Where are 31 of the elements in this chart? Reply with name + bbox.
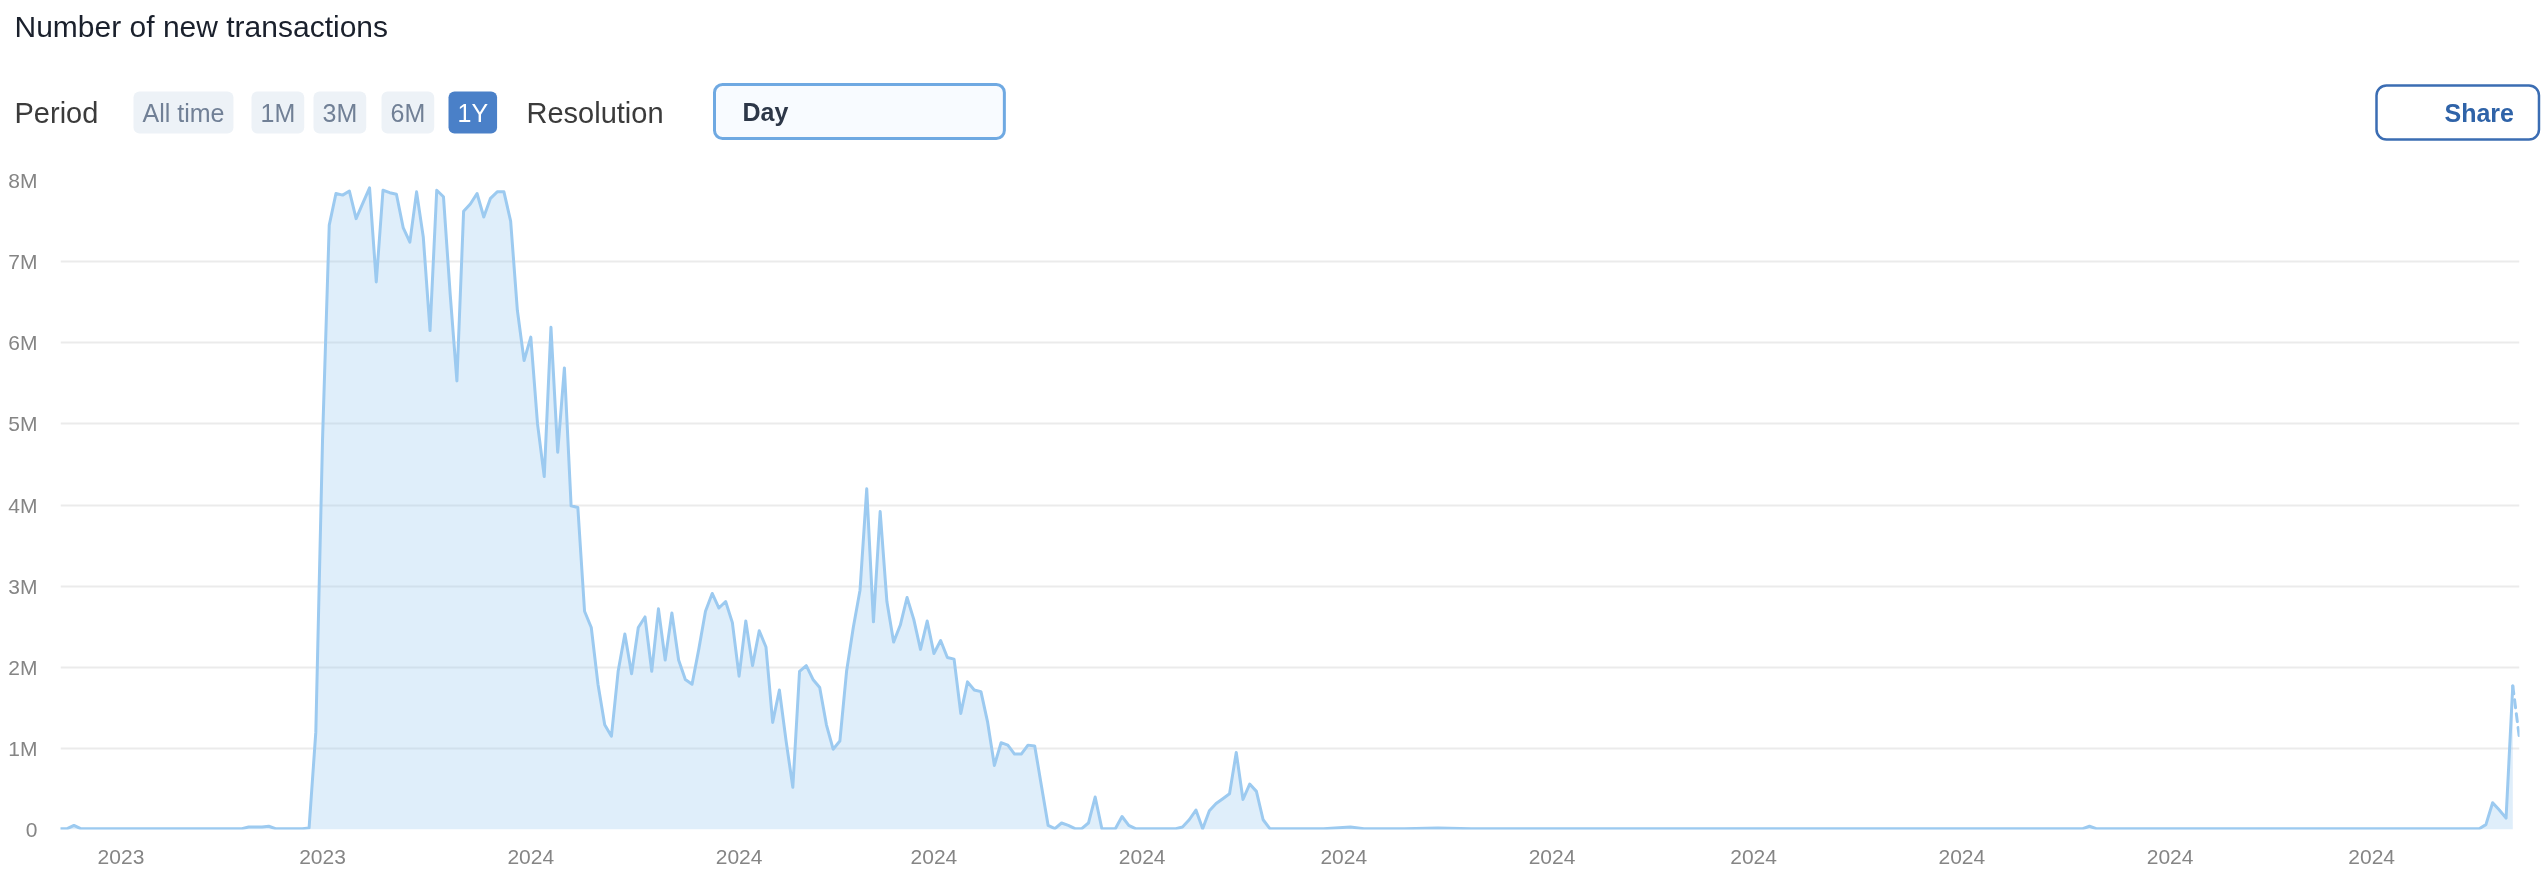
x-tick-label: 2023 bbox=[97, 844, 145, 868]
y-tick-label: 2M bbox=[8, 655, 38, 679]
text: 1Y bbox=[457, 98, 489, 127]
x-tick-label: 2024 bbox=[1118, 844, 1166, 868]
x-tick-label: 2024 bbox=[1320, 844, 1368, 868]
x-tick-label: 2024 bbox=[2348, 844, 2396, 868]
x-tick-label: 2024 bbox=[910, 844, 958, 868]
y-tick-label: 7M bbox=[8, 250, 38, 274]
y-tick-label: 6M bbox=[8, 331, 38, 355]
text: 3M bbox=[322, 98, 358, 127]
text: Share bbox=[2444, 98, 2515, 127]
x-tick-label: 2024 bbox=[507, 844, 555, 868]
text: Day bbox=[742, 97, 789, 126]
text: Period bbox=[14, 96, 99, 129]
text: 6M bbox=[390, 98, 426, 127]
y-tick-label: 5M bbox=[8, 412, 38, 436]
x-tick-label: 2024 bbox=[1938, 844, 1986, 868]
x-tick-label: 2024 bbox=[1528, 844, 1576, 868]
x-tick-label: 2023 bbox=[299, 844, 346, 868]
text: 1M bbox=[260, 98, 296, 127]
x-tick-label: 2024 bbox=[1730, 844, 1778, 868]
y-tick-label: 4M bbox=[8, 493, 38, 517]
x-tick-label: 2024 bbox=[2146, 844, 2194, 868]
text: Resolution bbox=[526, 96, 664, 129]
y-tick-label: 1M bbox=[8, 736, 38, 760]
x-tick-label: 2024 bbox=[715, 844, 763, 868]
text: All time bbox=[142, 98, 225, 127]
chart-title: Number of new transactions bbox=[14, 10, 389, 43]
y-tick-label: 3M bbox=[8, 574, 38, 598]
y-tick-label: 8M bbox=[8, 169, 38, 192]
y-tick-label: 0 bbox=[25, 818, 38, 841]
